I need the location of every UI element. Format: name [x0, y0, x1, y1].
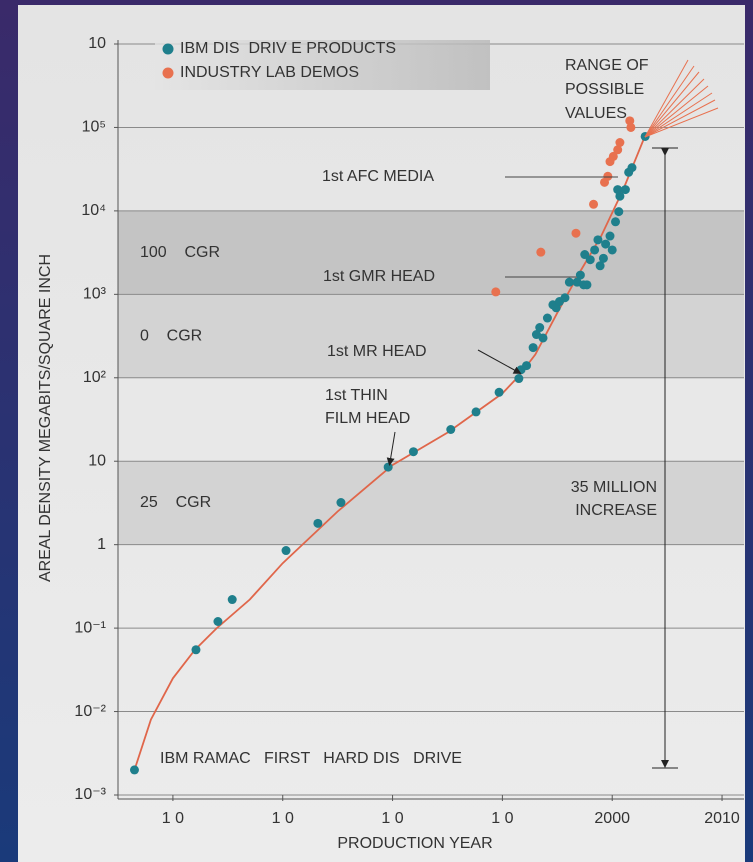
data-point — [627, 163, 637, 173]
data-point — [542, 313, 552, 323]
data-point — [336, 498, 346, 508]
data-point — [491, 287, 501, 297]
data-point — [528, 343, 538, 353]
legend-box — [155, 40, 490, 90]
data-point — [571, 228, 581, 238]
data-point — [313, 518, 323, 528]
annotation: INCREASE — [575, 502, 657, 519]
x-tick-label: 2010 — [704, 810, 740, 827]
legend-marker — [162, 67, 174, 79]
data-point — [531, 330, 541, 340]
y-tick-label: 10³ — [83, 286, 107, 303]
data-point — [620, 185, 630, 195]
annotation: VALUES — [565, 105, 627, 122]
annotation: 1st AFC MEDIA — [322, 168, 434, 185]
data-point — [603, 171, 613, 181]
x-tick-label: 1 0 — [272, 810, 294, 827]
data-point — [522, 361, 532, 371]
y-tick-label: 10 — [88, 35, 106, 52]
data-point — [514, 374, 524, 384]
band — [118, 210, 744, 295]
annotation: POSSIBLE — [565, 81, 644, 98]
data-point — [383, 462, 393, 472]
data-point — [589, 199, 599, 209]
y-tick-label: 1 — [97, 536, 106, 553]
data-point — [446, 424, 456, 434]
data-point — [191, 645, 201, 655]
y-axis-title: AREAL DENSITY MEGABITS/SQUARE INCH — [37, 254, 54, 582]
plot-area: 100 CGR 0 CGR 25 CGR 10⁻³ 10⁻² 10⁻¹ 1 10 10² 10³ 1… — [74, 35, 744, 827]
data-point — [625, 116, 635, 126]
annotation: RANGE OF — [565, 57, 649, 74]
legend-label: IBM DIS DRIV E PRODUCTS — [180, 40, 396, 57]
annotation: FILM HEAD — [325, 410, 410, 427]
band-label: 25 CGR — [140, 494, 211, 511]
annotation: IBM RAMAC FIRST HARD DIS DRIVE — [160, 750, 462, 767]
y-tick-label: 10⁴ — [81, 202, 106, 219]
data-point — [626, 122, 636, 132]
band-label: 0 CGR — [140, 327, 202, 344]
data-point — [227, 595, 237, 605]
x-tick-label: 2000 — [594, 810, 630, 827]
annotation: 1st THIN — [325, 387, 388, 404]
data-point — [608, 151, 618, 161]
annotations: 1st AFC MEDIA 1st GMR HEAD 1st MR HEAD 1… — [37, 40, 719, 852]
x-tick-label: 1 0 — [162, 810, 184, 827]
legend-label: INDUSTRY LAB DEMOS — [180, 64, 359, 81]
data-point — [595, 261, 605, 271]
band — [118, 294, 744, 378]
data-point — [471, 407, 481, 417]
data-point — [560, 293, 570, 303]
data-point — [601, 239, 611, 249]
data-point — [582, 280, 592, 290]
annotation-arrow — [477, 349, 522, 374]
y-tick-label: 10⁻² — [74, 703, 106, 720]
data-point — [593, 235, 603, 245]
annotation: 1st GMR HEAD — [323, 268, 435, 285]
data-point — [613, 185, 623, 195]
data-point — [281, 546, 291, 556]
data-point — [564, 277, 574, 287]
x-tick-label: 1 0 — [491, 810, 513, 827]
data-point — [408, 447, 418, 457]
panel — [18, 5, 745, 862]
legend-marker — [162, 43, 174, 55]
annotation: 35 MILLION — [571, 479, 657, 496]
data-point — [575, 270, 585, 280]
y-tick-label: 10⁵ — [82, 119, 106, 136]
data-point — [611, 217, 621, 227]
y-tick-label: 10 — [88, 452, 106, 469]
band — [118, 461, 744, 545]
y-tick-label: 10⁻³ — [74, 786, 106, 803]
annotation: 1st MR HEAD — [327, 343, 427, 360]
data-point — [213, 617, 223, 627]
y-tick-label: 10⁻¹ — [74, 619, 106, 636]
data-point — [494, 387, 504, 397]
data-point — [538, 333, 548, 343]
data-point — [590, 245, 600, 255]
annotation-arrow — [386, 431, 396, 466]
trend-curve — [133, 135, 647, 771]
data-point — [129, 765, 139, 775]
x-axis-title: PRODUCTION YEAR — [337, 835, 492, 852]
data-point — [613, 145, 623, 155]
data-point — [535, 323, 545, 333]
data-point — [607, 245, 617, 255]
data-point — [536, 247, 546, 257]
range-fan — [644, 59, 719, 138]
y-tick-label: 10² — [83, 369, 107, 386]
data-point — [614, 207, 624, 217]
data-point — [585, 255, 595, 265]
band-label: 100 CGR — [140, 244, 220, 261]
x-tick-label: 1 0 — [381, 810, 403, 827]
data-point — [615, 138, 625, 148]
data-point — [598, 253, 608, 263]
data-point — [605, 231, 615, 241]
